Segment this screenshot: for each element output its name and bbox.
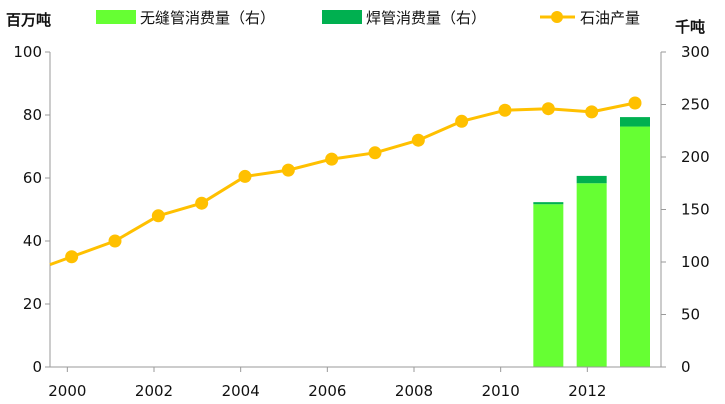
left-tick-label-5: 100 (13, 43, 42, 61)
x-tick-label-6: 2012 (568, 382, 606, 400)
left-tick-label-0: 0 (32, 358, 42, 376)
left-tick-label-2: 40 (23, 232, 42, 250)
oil-point-7 (325, 152, 339, 166)
legend: 无缝管消费量（右） 焊管消费量（右） 石油产量 (96, 9, 640, 27)
left-tick-label-3: 60 (23, 169, 42, 187)
x-tick-label-5: 2010 (482, 382, 520, 400)
x-tick-label-4: 2008 (395, 382, 433, 400)
left-tick-label-4: 80 (23, 106, 42, 124)
oil-point-10 (455, 114, 469, 128)
x-tick-label-3: 2006 (308, 382, 346, 400)
oil-point-4 (195, 196, 209, 210)
bar-seamless-1 (576, 183, 607, 367)
right-axis-title: 千吨 (675, 18, 705, 36)
right-tick-label-0: 0 (681, 358, 691, 376)
legend-label-welded: 焊管消费量（右） (366, 9, 486, 27)
oil-point-2 (108, 234, 122, 248)
oil-point-3 (151, 209, 165, 223)
x-tick-label-1: 2002 (135, 382, 173, 400)
x-tick-label-2: 2004 (222, 382, 260, 400)
left-axis-title: 百万吨 (6, 11, 51, 29)
right-tick-label-3: 150 (681, 201, 710, 219)
x-tick-label-0: 2000 (48, 382, 86, 400)
right-tick-label-1: 50 (681, 306, 700, 324)
left-tick-label-1: 20 (23, 295, 42, 313)
oil-point-11 (498, 103, 512, 117)
legend-label-seamless: 无缝管消费量（右） (140, 9, 275, 27)
legend-label-oil: 石油产量 (580, 9, 640, 27)
oil-point-5 (238, 169, 252, 183)
bar-seamless-0 (533, 204, 564, 367)
plot-area: 0 20 40 60 80 100 0 50 100 150 200 250 300 2000 2002 20… (13, 43, 709, 400)
right-tick-label-6: 300 (681, 43, 710, 61)
right-tick-label-2: 100 (681, 253, 710, 271)
oil-point-13 (585, 105, 599, 119)
bar-welded-2 (620, 117, 650, 127)
oil-point-1 (65, 250, 79, 264)
oil-point-14 (628, 96, 642, 110)
oil-point-12 (541, 102, 555, 116)
bar-welded-1 (576, 175, 607, 184)
bar-seamless-2 (620, 126, 650, 367)
oil-point-9 (411, 133, 425, 147)
legend-swatch-seamless (96, 10, 136, 24)
legend-marker-oil (551, 11, 563, 23)
right-tick-label-4: 200 (681, 148, 710, 166)
oil-point-6 (281, 163, 295, 177)
right-tick-label-5: 250 (681, 96, 710, 114)
oil-point-8 (368, 146, 382, 160)
legend-swatch-welded (322, 10, 362, 24)
bar-welded-0 (533, 202, 564, 205)
